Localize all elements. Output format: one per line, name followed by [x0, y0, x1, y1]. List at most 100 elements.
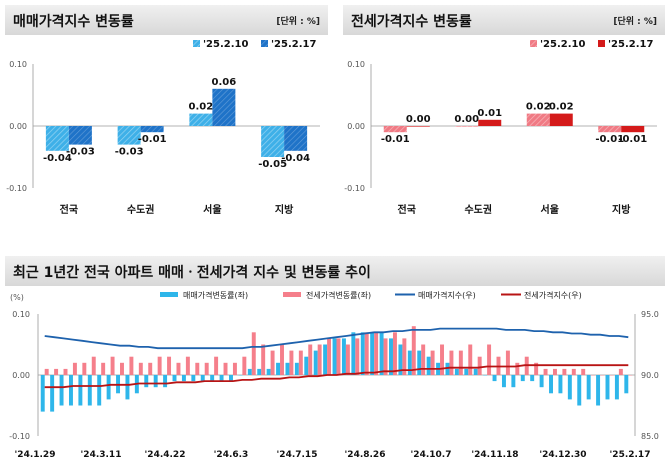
sale-bar — [117, 126, 141, 145]
trend-right-tick-label: 95.0 — [641, 310, 659, 319]
trend-sale-rate-bar — [181, 375, 186, 382]
sale-bar — [189, 113, 213, 126]
rent-rate-title: 전세가격지수 변동률 — [351, 14, 472, 30]
trend-rent-rate-bar — [468, 344, 473, 375]
trend-rent-rate-bar — [364, 332, 369, 375]
trend-sale-rate-bar — [473, 368, 478, 375]
trend-right-tick-label: 90.0 — [641, 371, 659, 380]
trend-sale-rate-bar — [304, 356, 309, 375]
trend-rent-rate-bar — [54, 368, 59, 375]
trend-rent-rate-bar — [618, 368, 623, 375]
sale-category-label: 지방 — [275, 203, 294, 216]
trend-rent-rate-bar — [487, 344, 492, 375]
trend-rent-rate-bar — [317, 344, 322, 375]
trend-rent-rate-bar — [552, 368, 557, 375]
trend-rent-rate-bar — [289, 350, 294, 375]
trend-sale-rate-bar — [605, 375, 610, 400]
sale-rate-unit: [단위 : %] — [276, 17, 320, 27]
trend-sale-rate-bar — [294, 362, 299, 375]
trend-rent-rate-bar — [110, 356, 115, 375]
trend-legend-label: 전세가격변동률(좌) — [306, 290, 371, 300]
sale-legend-label: '25.2.17 — [271, 39, 316, 50]
trend-rent-rate-bar — [214, 356, 219, 375]
trend-x-tick-label: '24.7.15 — [277, 450, 318, 460]
trend-rent-rate-bar — [411, 326, 416, 375]
sale-data-label: 0.06 — [212, 77, 237, 88]
trend-sale-rate-bar — [257, 368, 262, 375]
sale-data-label: -0.03 — [66, 147, 95, 158]
trend-header: 최근 1년간 전국 아파트 매매ㆍ전세가격 지수 및 변동률 추이 — [5, 256, 665, 286]
trend-sale-rate-bar — [520, 375, 525, 382]
trend-x-tick-label: '24.4.22 — [145, 450, 186, 460]
trend-sale-rate-bar — [558, 375, 563, 394]
trend-sale-rate-bar — [614, 375, 619, 400]
trend-left-tick-label: 0.00 — [12, 371, 30, 380]
trend-rent-rate-bar — [72, 362, 77, 375]
sale-data-label: -0.05 — [258, 159, 287, 170]
trend-rent-rate-bar — [82, 362, 87, 375]
trend-rent-rate-bar — [176, 362, 181, 375]
rent-legend-label: '25.2.17 — [608, 39, 653, 50]
trend-sale-rate-bar — [50, 375, 55, 412]
trend-left-tick-label: 0.10 — [12, 310, 30, 319]
trend-rent-rate-bar — [270, 350, 275, 375]
trend-rent-rate-bar — [374, 332, 379, 375]
trend-rent-rate-bar — [345, 344, 350, 375]
trend-rent-rate-bar — [440, 344, 444, 375]
trend-sale-rate-bar — [219, 375, 224, 382]
trend-rent-rate-bar — [91, 356, 96, 375]
sale-category-label: 전국 — [60, 203, 78, 216]
rent-legend-swatch — [530, 40, 537, 47]
trend-rent-rate-bar — [515, 362, 520, 375]
rent-data-label: 0.00 — [406, 114, 431, 125]
sale-data-label: -0.04 — [281, 153, 310, 164]
trend-chart: (%) 0.10 0.00 -0.10 95.0 90.0 85.0 매매가격변동률(좌) 전세… — [9, 290, 659, 460]
trend-title: 최근 1년간 전국 아파트 매매ㆍ전세가격 지수 및 변동률 추이 — [13, 265, 371, 281]
trend-sale-rate-bar — [530, 375, 535, 382]
trend-sale-rate-bar — [191, 375, 196, 382]
rent-bar — [406, 126, 430, 127]
trend-sale-rate-bar — [360, 332, 365, 375]
trend-sale-rate-bar — [511, 375, 516, 388]
trend-rent-rate-bar — [157, 356, 162, 375]
trend-sale-index-line — [44, 327, 629, 350]
trend-rent-rate-bar — [392, 332, 397, 375]
sale-category-label: 서울 — [203, 203, 221, 216]
trend-rent-index-line — [44, 364, 629, 389]
sale-rate-header: 매매가격지수 변동률 [단위 : %] — [5, 5, 328, 35]
trend-rent-rate-bar — [458, 350, 463, 375]
trend-sale-rate-bar — [229, 375, 233, 382]
trend-sale-rate-bar — [379, 332, 384, 375]
trend-sale-rate-bar — [332, 338, 337, 375]
trend-sale-rate-bar — [464, 368, 469, 375]
sale-data-label: -0.01 — [138, 134, 167, 145]
trend-sale-rate-bar — [68, 375, 73, 406]
trend-legend-swatch — [160, 292, 178, 297]
trend-x-tick-label: '24.8.26 — [345, 450, 386, 460]
sale-bar — [212, 88, 236, 126]
trend-sale-rate-bar — [323, 344, 328, 375]
trend-sale-rate-bar — [266, 368, 271, 375]
trend-rent-rate-bar — [543, 368, 548, 375]
trend-x-tick-label: '24.6.3 — [214, 450, 249, 460]
trend-sale-rate-bar — [501, 375, 506, 388]
sale-bar — [261, 126, 285, 157]
rent-ytick-label: -0.10 — [344, 184, 365, 193]
trend-rent-rate-bar — [167, 356, 172, 375]
trend-rent-rate-bar — [63, 368, 68, 375]
sale-legend-label: '25.2.10 — [203, 39, 248, 50]
trend-sale-rate-bar — [577, 375, 582, 406]
sale-ytick-label: 0.00 — [9, 122, 27, 131]
trend-legend-label: 전세가격지수(우) — [524, 290, 582, 300]
trend-sale-rate-bar — [539, 375, 544, 388]
trend-x-tick-label: '24.12.30 — [539, 450, 586, 460]
trend-rent-rate-bar — [148, 362, 153, 375]
trend-rent-rate-bar — [101, 362, 106, 375]
trend-sale-rate-bar — [172, 375, 177, 382]
trend-panel: 최근 1년간 전국 아파트 매매ㆍ전세가격 지수 및 변동률 추이 (%) 0.1… — [5, 256, 665, 467]
trend-legend-label: 매매가격변동률(좌) — [183, 290, 248, 300]
trend-sale-rate-bar — [567, 375, 572, 400]
trend-rent-rate-bar — [430, 350, 435, 375]
trend-rent-rate-bar — [251, 332, 256, 375]
trend-sale-rate-bar — [426, 356, 431, 375]
